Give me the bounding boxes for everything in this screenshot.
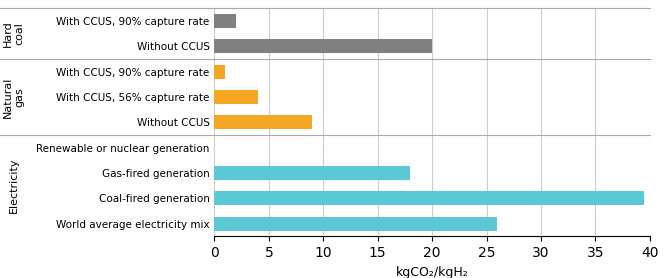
Bar xyxy=(214,65,225,79)
Bar xyxy=(214,14,237,28)
Bar xyxy=(214,90,258,104)
Bar xyxy=(214,39,432,53)
Bar xyxy=(214,191,645,205)
Bar xyxy=(214,115,312,129)
Bar xyxy=(214,166,410,180)
X-axis label: kgCO₂/kgH₂: kgCO₂/kgH₂ xyxy=(396,265,468,278)
Bar xyxy=(214,217,497,231)
Text: Natural
gas: Natural gas xyxy=(3,76,24,118)
Text: Electricity: Electricity xyxy=(9,158,18,214)
Text: Hard
coal: Hard coal xyxy=(3,20,24,47)
